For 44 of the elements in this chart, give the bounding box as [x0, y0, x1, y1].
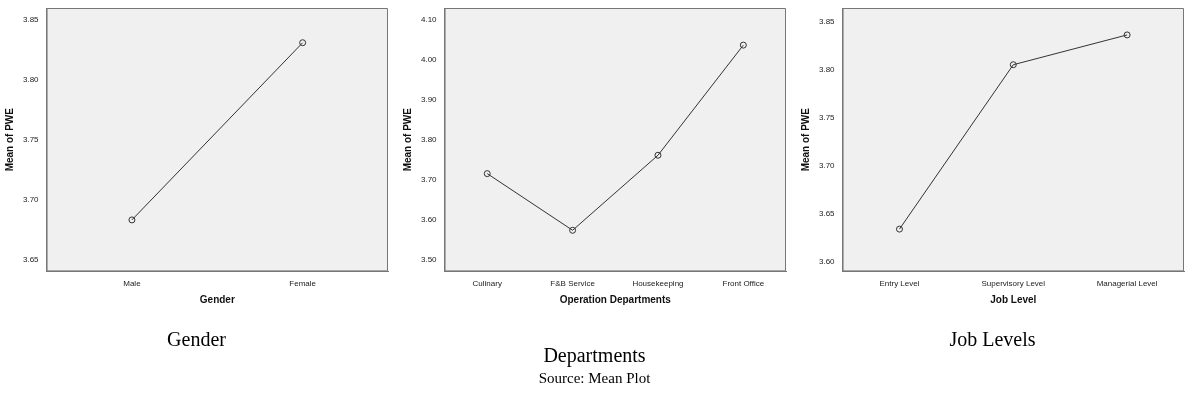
text: Job Levels: [948, 328, 1037, 351]
y-tick-label: 3.60: [818, 256, 836, 266]
y-tick-label: 3.65: [818, 208, 836, 218]
text: Gender: [166, 328, 227, 351]
y-tick-label: 3.50: [420, 254, 438, 264]
y-tick-label: 3.80: [818, 64, 836, 74]
point: [1123, 31, 1131, 39]
y-tick-label: 3.90: [420, 94, 438, 104]
x-tick-label: Entry Level: [879, 279, 920, 289]
x-tick-label: Male: [123, 279, 142, 289]
y-tick-label: 3.85: [818, 16, 836, 26]
y-axis-title: Mean of PWE: [799, 107, 811, 172]
source-note: Source: Mean Plot: [537, 370, 652, 387]
x-axis-title: Operation Departments: [559, 293, 672, 305]
y-tick-label: 3.70: [22, 194, 40, 204]
y-tick-label: 3.70: [420, 174, 438, 184]
point: [895, 225, 903, 233]
x-tick-label: F&B Service: [550, 279, 596, 289]
y-tick-label: 3.60: [420, 214, 438, 224]
x-tick-label: Supervisory Level: [981, 279, 1046, 289]
y-tick-label: 3.80: [22, 75, 40, 85]
x-axis-title: Job Level: [990, 293, 1037, 305]
y-tick-label: 4.10: [420, 15, 438, 25]
point: [654, 151, 662, 159]
point: [1009, 61, 1017, 69]
x-tick-label: Front Office: [722, 279, 765, 289]
y-axis-title: Mean of PWE: [3, 107, 15, 172]
y-tick-label: 3.75: [22, 134, 40, 144]
y-tick-label: 4.00: [420, 55, 438, 65]
x-tick-label: Housekeeping: [632, 279, 684, 289]
text: Departments: [542, 344, 647, 367]
y-tick-label: 3.70: [818, 160, 836, 170]
point: [569, 226, 577, 234]
y-tick-label: 3.80: [420, 134, 438, 144]
y-tick-label: 3.75: [818, 112, 836, 122]
y-tick-label: 3.65: [22, 254, 40, 264]
point: [483, 170, 491, 178]
y-axis-title: Mean of PWE: [401, 107, 413, 172]
x-tick-label: Female: [289, 279, 317, 289]
y-tick-label: 3.85: [22, 15, 40, 25]
x-axis-title: Gender: [199, 293, 235, 305]
point: [739, 41, 747, 49]
x-tick-label: Culinary: [472, 279, 502, 289]
x-tick-label: Managerial Level: [1096, 279, 1158, 289]
